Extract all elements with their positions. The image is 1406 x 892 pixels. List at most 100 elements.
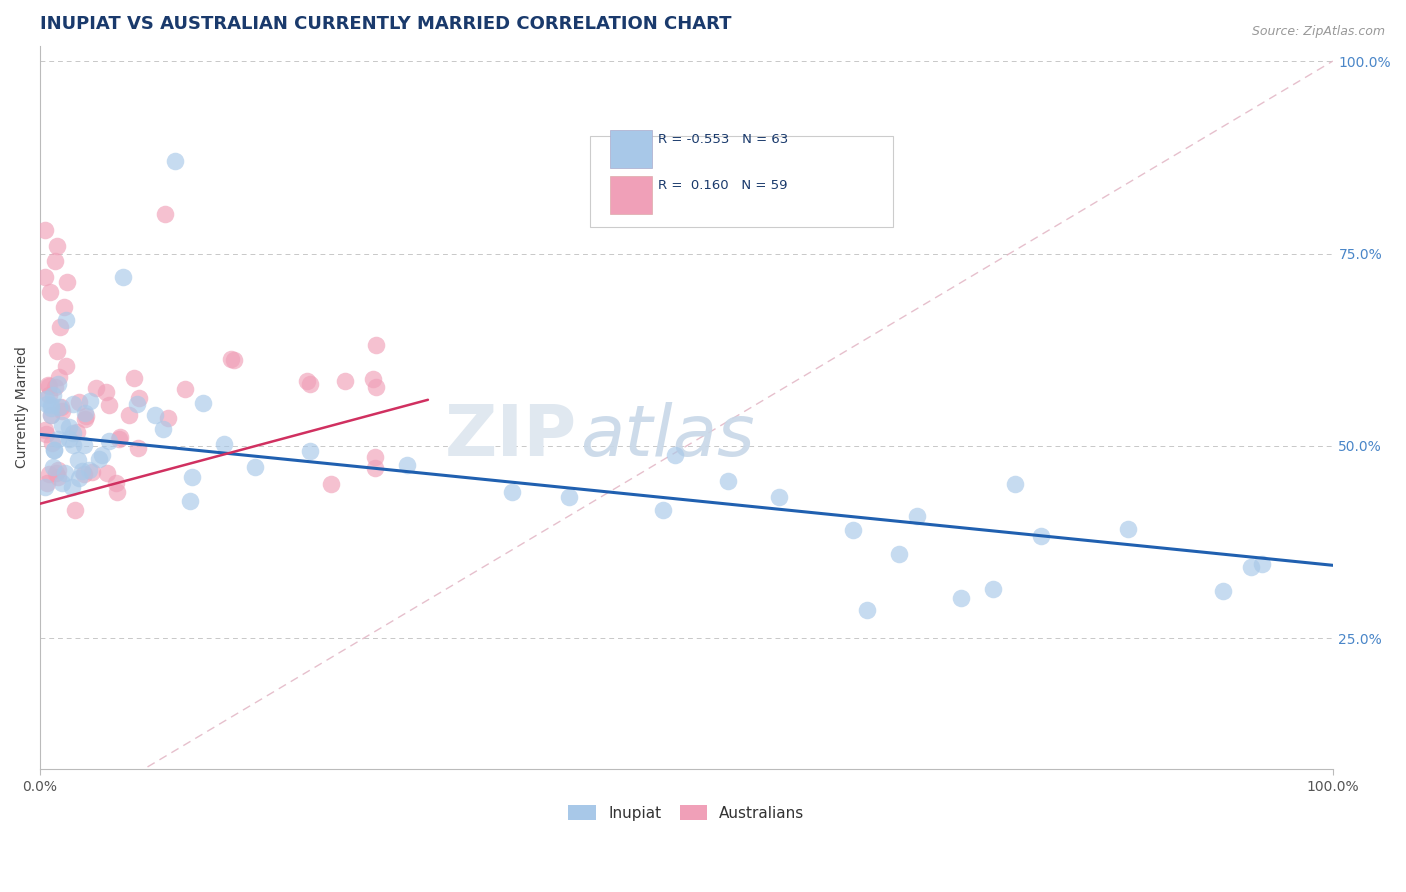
Point [44, 380, 66, 394]
Point [70, 463, 93, 477]
Point [39, 285, 62, 299]
Point [299, 443, 322, 458]
Point [41, 388, 63, 402]
Point [38, 387, 60, 401]
Point [39, 408, 62, 422]
Point [46, 432, 69, 446]
Point [51, 476, 73, 491]
Point [79, 463, 101, 477]
Point [333, 374, 356, 388]
Point [105, 475, 128, 490]
Point [52, 301, 75, 315]
Point [60, 480, 83, 494]
Point [39, 401, 62, 415]
Point [842, 524, 865, 538]
Point [44, 254, 66, 268]
Point [84, 381, 107, 395]
Point [49, 320, 72, 334]
Point [41, 436, 63, 450]
Text: INUPIAT VS AUSTRALIAN CURRENTLY MARRIED CORRELATION CHART: INUPIAT VS AUSTRALIAN CURRENTLY MARRIED … [41, 15, 731, 33]
Point [887, 547, 910, 561]
Point [38, 378, 60, 392]
Point [66, 425, 89, 439]
Point [108, 430, 131, 444]
Point [55, 359, 77, 374]
Point [46, 344, 69, 359]
Point [46, 377, 69, 392]
Point [75, 406, 97, 420]
Point [768, 490, 790, 504]
Point [1116, 522, 1139, 536]
Point [219, 351, 242, 366]
Point [1031, 529, 1053, 543]
Point [98, 434, 121, 448]
Point [56, 275, 79, 289]
Point [62, 438, 84, 452]
Point [42, 442, 65, 457]
Point [558, 490, 581, 504]
Point [62, 425, 84, 440]
Point [180, 470, 202, 484]
Point [51, 403, 73, 417]
Point [87, 451, 110, 466]
Point [53, 466, 76, 480]
Point [364, 450, 387, 465]
Point [298, 376, 321, 391]
Y-axis label: Currently Married: Currently Married [15, 347, 30, 468]
Point [37, 378, 59, 392]
Point [34, 480, 56, 494]
Point [35, 397, 58, 411]
Point [48, 401, 70, 415]
Point [1004, 477, 1026, 491]
Point [58, 433, 80, 447]
Point [45, 467, 67, 481]
Point [165, 154, 187, 169]
Point [143, 408, 166, 422]
Point [46, 470, 69, 484]
Point [361, 372, 384, 386]
Text: Source: ZipAtlas.com: Source: ZipAtlas.com [1251, 25, 1385, 38]
Point [105, 485, 128, 500]
Point [950, 591, 973, 605]
Point [212, 437, 235, 451]
Point [37, 475, 59, 490]
Point [122, 370, 145, 384]
Point [295, 374, 318, 388]
Point [321, 477, 343, 491]
Point [717, 474, 740, 488]
Point [112, 269, 135, 284]
Legend: Inupiat, Australians: Inupiat, Australians [562, 799, 811, 827]
Point [1250, 557, 1272, 571]
Point [107, 432, 129, 446]
Point [48, 370, 70, 384]
Point [75, 409, 97, 423]
Point [652, 503, 675, 517]
Point [193, 396, 215, 410]
Point [46, 463, 69, 477]
Point [34, 423, 56, 437]
Point [395, 458, 418, 473]
Text: R = -0.553   N = 63: R = -0.553 N = 63 [658, 134, 789, 146]
Point [855, 603, 877, 617]
Point [69, 394, 91, 409]
Point [174, 383, 197, 397]
Point [152, 422, 174, 436]
Text: R =  0.160   N = 59: R = 0.160 N = 59 [658, 179, 787, 192]
Point [73, 412, 96, 426]
Point [981, 582, 1004, 596]
Point [72, 467, 94, 481]
FancyBboxPatch shape [610, 130, 651, 168]
Point [67, 470, 90, 484]
Point [364, 461, 387, 475]
Point [664, 448, 686, 462]
Point [55, 313, 77, 327]
Point [905, 508, 928, 523]
Point [51, 417, 73, 432]
Point [1239, 560, 1261, 574]
Point [35, 392, 58, 406]
Point [118, 408, 141, 422]
Point [34, 269, 56, 284]
Point [222, 353, 245, 368]
Point [66, 453, 89, 467]
Text: atlas: atlas [581, 402, 755, 471]
